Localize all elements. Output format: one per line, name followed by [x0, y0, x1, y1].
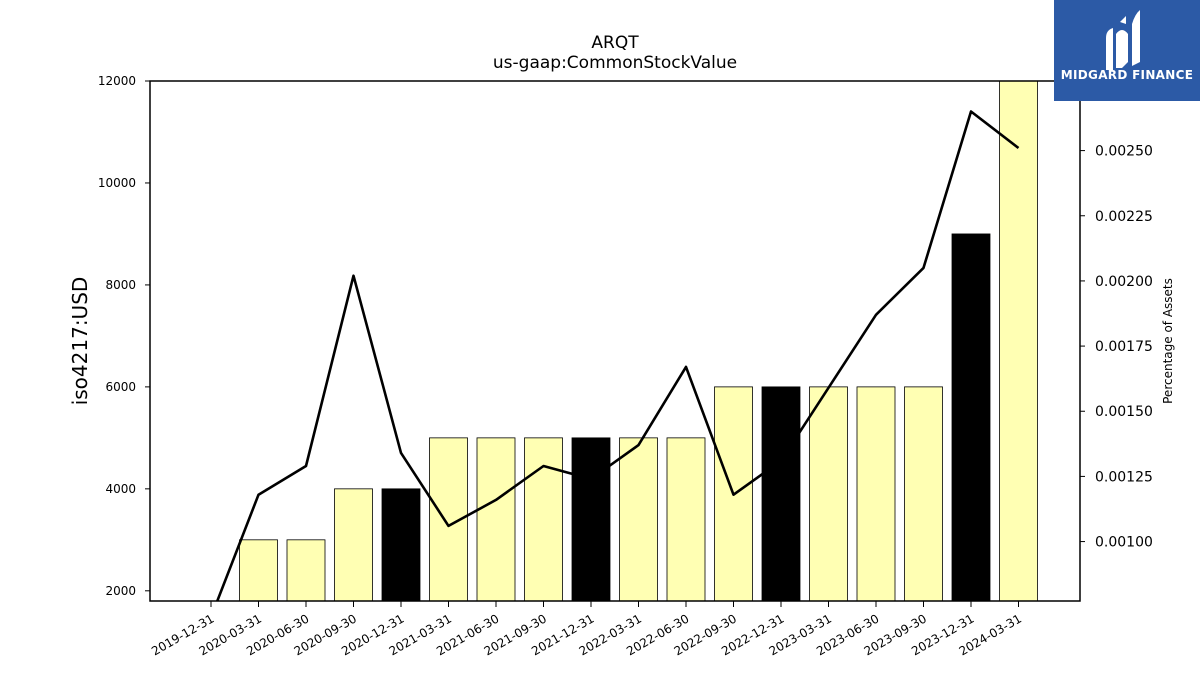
bar-2023-06-30 [856, 386, 896, 602]
bar-2024-03-31 [999, 80, 1038, 602]
bar-2020-12-31 [381, 488, 421, 602]
bar-2020-03-31 [239, 539, 278, 602]
bar-2021-06-30 [476, 437, 516, 602]
chart-subtitle: us-gaap:CommonStockValue [493, 53, 737, 73]
bar-2023-03-31 [809, 386, 848, 602]
y-tick-label: 2000 [105, 584, 136, 598]
logo-text: MIDGARD FINANCE [1060, 68, 1194, 82]
y2-tick-label: 0.00125 [1095, 469, 1153, 485]
midgard-logo-icon [1106, 10, 1140, 70]
bar-2020-06-30 [286, 539, 326, 602]
bar-2022-12-31 [761, 386, 801, 602]
y2-tick-label: 0.00200 [1095, 274, 1153, 290]
logo: MIDGARD FINANCE [1054, 0, 1200, 101]
left-axis: 2000 4000 6000 8000 10000 12000 [98, 74, 150, 598]
plot-frame [149, 80, 1081, 602]
y2-tick-label: 0.00150 [1095, 404, 1153, 420]
line-layer [215, 110, 1020, 601]
y2-tick-label: 0.00175 [1095, 339, 1153, 355]
bar-2023-09-30 [904, 386, 943, 602]
chart-title: ARQT [591, 33, 639, 53]
y-axis-label: iso4217:USD [68, 277, 92, 406]
bar-2021-12-31 [571, 437, 611, 602]
bar-2023-12-31 [951, 233, 991, 602]
y-tick-label: 12000 [98, 74, 136, 88]
bar-group [239, 80, 1038, 602]
bar-2021-09-30 [524, 437, 563, 602]
percentage-of-assets-line [215, 110, 1020, 601]
y2-tick-label: 0.00250 [1095, 144, 1153, 160]
bar-2022-03-31 [619, 437, 658, 602]
y2-tick-label: 0.00100 [1095, 535, 1153, 551]
y-tick-label: 4000 [105, 482, 136, 496]
y-tick-label: 6000 [105, 380, 136, 394]
x-axis: 2019-12-312020-03-312020-06-302020-09-30… [149, 601, 1024, 658]
y-tick-label: 8000 [105, 278, 136, 292]
bar-2020-09-30 [334, 488, 373, 602]
bar-2022-06-30 [666, 437, 706, 602]
right-axis: 0.00100 0.00125 0.00150 0.00175 0.00200 0.002… [1080, 144, 1153, 551]
y-tick-label: 10000 [98, 176, 136, 190]
y2-tick-label: 0.00225 [1095, 209, 1153, 225]
y2-axis-label: Percentage of Assets [1161, 278, 1175, 404]
